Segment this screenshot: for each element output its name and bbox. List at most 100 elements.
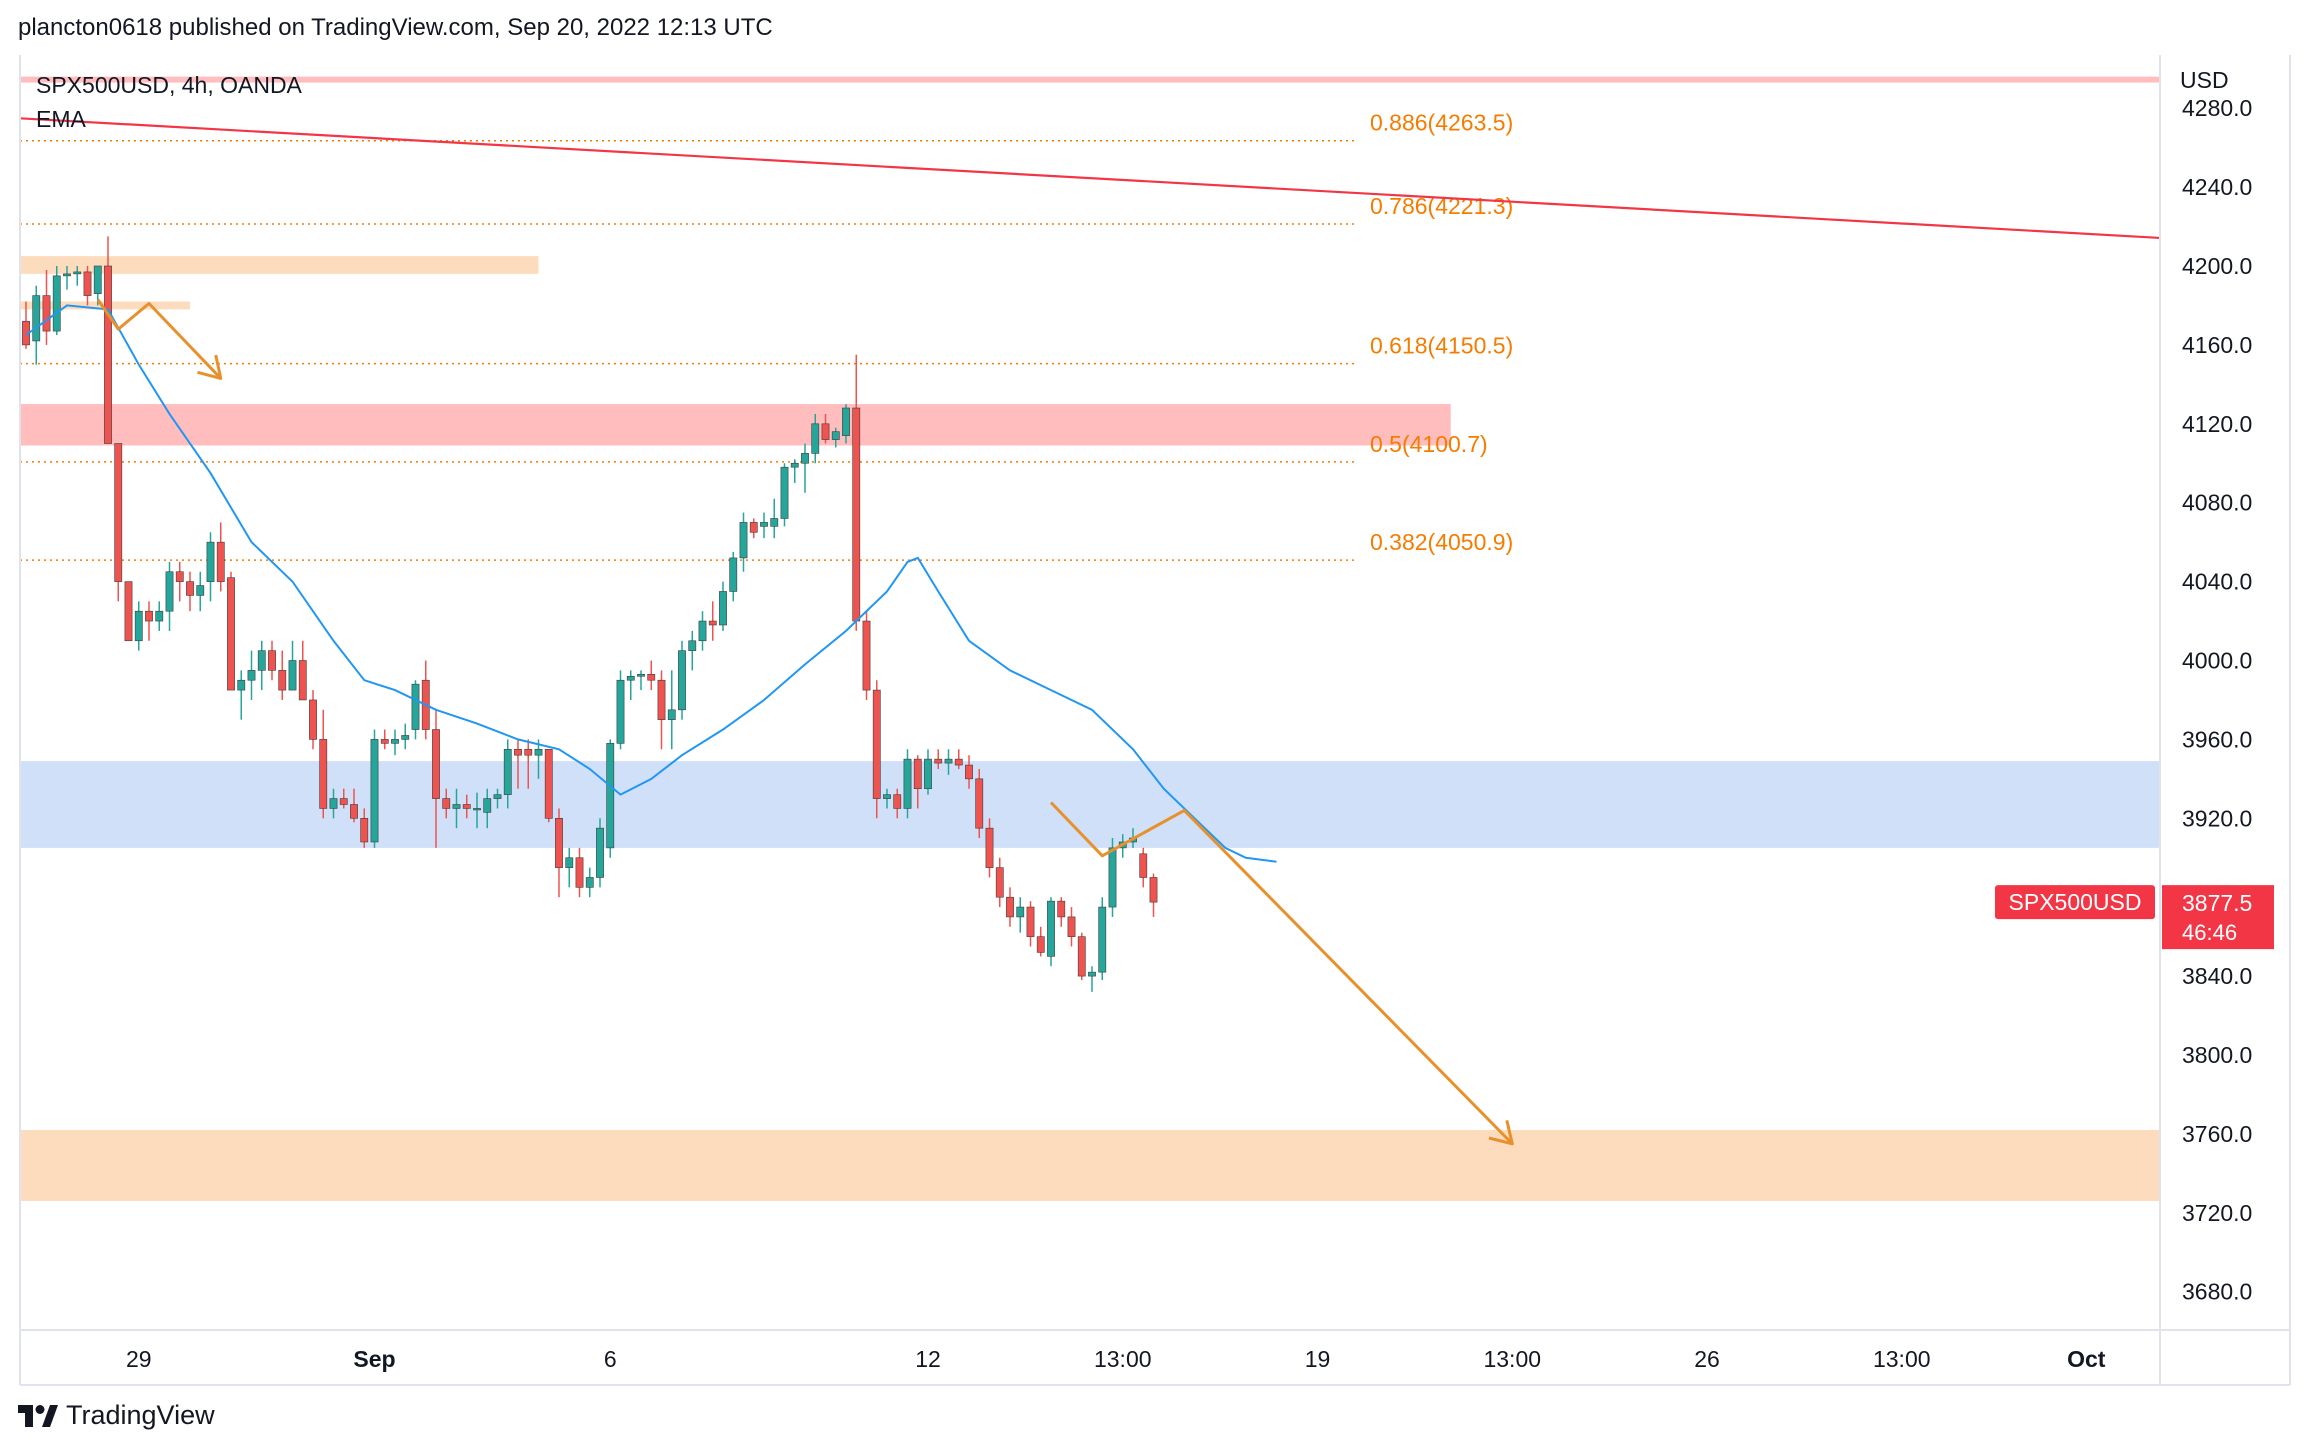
candle-98[interactable] bbox=[1026, 901, 1035, 947]
candle-73[interactable] bbox=[770, 498, 779, 539]
candle-72[interactable] bbox=[760, 512, 768, 539]
candle-94[interactable] bbox=[985, 818, 994, 878]
candle-63[interactable] bbox=[667, 670, 676, 750]
candle-46[interactable] bbox=[493, 788, 502, 809]
candle-51[interactable] bbox=[544, 748, 553, 823]
candle-34[interactable] bbox=[370, 729, 379, 848]
candle-36[interactable] bbox=[391, 729, 399, 756]
candle-85[interactable] bbox=[893, 788, 902, 819]
candle-7[interactable] bbox=[93, 265, 102, 306]
tradingview-logo[interactable]: TradingView bbox=[18, 1400, 215, 1431]
candle-81[interactable] bbox=[852, 354, 861, 631]
candle-1[interactable] bbox=[32, 285, 41, 365]
candle-55[interactable] bbox=[585, 867, 594, 898]
candle-5[interactable] bbox=[73, 266, 82, 286]
candle-10[interactable] bbox=[124, 581, 133, 642]
candle-42[interactable] bbox=[452, 788, 461, 829]
zone-1[interactable] bbox=[16, 256, 539, 274]
candle-61[interactable] bbox=[647, 660, 656, 691]
candle-86[interactable] bbox=[903, 749, 912, 819]
candle-23[interactable] bbox=[257, 640, 266, 691]
candle-60[interactable] bbox=[637, 670, 645, 691]
candle-76[interactable] bbox=[801, 443, 809, 493]
candle-91[interactable] bbox=[954, 749, 963, 769]
candle-21[interactable] bbox=[237, 670, 246, 720]
candle-52[interactable] bbox=[555, 808, 563, 898]
candle-31[interactable] bbox=[339, 788, 348, 809]
candle-97[interactable] bbox=[1016, 897, 1025, 933]
candle-40[interactable] bbox=[432, 709, 440, 848]
candle-59[interactable] bbox=[626, 670, 635, 700]
candle-102[interactable] bbox=[1067, 907, 1076, 947]
candle-75[interactable] bbox=[790, 459, 799, 483]
candle-48[interactable] bbox=[514, 739, 522, 789]
candle-16[interactable] bbox=[186, 571, 194, 612]
candle-79[interactable] bbox=[831, 427, 840, 448]
candle-28[interactable] bbox=[309, 690, 317, 750]
zone-3[interactable] bbox=[16, 404, 1451, 446]
candle-74[interactable] bbox=[780, 463, 789, 527]
candle-11[interactable] bbox=[134, 601, 143, 651]
candle-27[interactable] bbox=[298, 640, 307, 701]
candle-57[interactable] bbox=[606, 739, 615, 858]
candle-54[interactable] bbox=[575, 847, 584, 898]
candle-26[interactable] bbox=[288, 640, 297, 691]
candle-64[interactable] bbox=[678, 640, 686, 720]
candle-101[interactable] bbox=[1057, 897, 1066, 927]
candle-29[interactable] bbox=[319, 709, 328, 819]
candle-17[interactable] bbox=[196, 571, 205, 612]
candle-24[interactable] bbox=[268, 640, 276, 681]
candle-41[interactable] bbox=[442, 788, 451, 819]
candle-109[interactable] bbox=[1139, 847, 1148, 888]
candle-56[interactable] bbox=[596, 818, 604, 888]
candle-71[interactable] bbox=[749, 518, 758, 539]
zone-0[interactable] bbox=[16, 76, 2160, 83]
projection-arrow-1[interactable] bbox=[1049, 801, 1514, 1146]
candle-70[interactable] bbox=[739, 512, 748, 572]
candle-99[interactable] bbox=[1036, 926, 1045, 957]
candle-95[interactable] bbox=[995, 857, 1004, 908]
candle-30[interactable] bbox=[329, 788, 338, 819]
candle-13[interactable] bbox=[155, 601, 164, 631]
candle-100[interactable] bbox=[1047, 897, 1055, 967]
candle-38[interactable] bbox=[411, 680, 420, 740]
candle-83[interactable] bbox=[872, 680, 881, 819]
candle-78[interactable] bbox=[821, 413, 830, 444]
candle-93[interactable] bbox=[975, 768, 984, 839]
candle-68[interactable] bbox=[719, 581, 727, 631]
candle-37[interactable] bbox=[401, 723, 410, 750]
candle-18[interactable] bbox=[206, 532, 215, 602]
candle-58[interactable] bbox=[616, 670, 625, 750]
candle-104[interactable] bbox=[1088, 966, 1096, 992]
candle-9[interactable] bbox=[114, 443, 123, 602]
projection-arrow-0[interactable] bbox=[96, 298, 223, 380]
candle-20[interactable] bbox=[227, 571, 235, 691]
candle-77[interactable] bbox=[811, 413, 820, 464]
candle-45[interactable] bbox=[483, 788, 492, 829]
candle-39[interactable] bbox=[421, 660, 430, 740]
candle-62[interactable] bbox=[657, 670, 666, 750]
candle-80[interactable] bbox=[842, 404, 850, 444]
candle-33[interactable] bbox=[360, 808, 369, 848]
candle-44[interactable] bbox=[473, 792, 481, 829]
candle-53[interactable] bbox=[565, 847, 574, 888]
candle-69[interactable] bbox=[729, 552, 738, 602]
candle-84[interactable] bbox=[883, 788, 891, 809]
candle-92[interactable] bbox=[965, 755, 973, 789]
candle-105[interactable] bbox=[1098, 897, 1107, 981]
zone-5[interactable] bbox=[16, 1129, 2160, 1201]
candle-50[interactable] bbox=[534, 739, 543, 779]
candle-22[interactable] bbox=[247, 650, 256, 700]
resistance-trendline[interactable] bbox=[16, 117, 2304, 256]
ema-legend[interactable]: EMA bbox=[36, 106, 86, 132]
candle-14[interactable] bbox=[165, 561, 174, 631]
candle-3[interactable] bbox=[52, 266, 61, 336]
candle-82[interactable] bbox=[862, 611, 871, 700]
candle-43[interactable] bbox=[462, 794, 471, 819]
candle-15[interactable] bbox=[175, 561, 184, 602]
candle-12[interactable] bbox=[145, 601, 153, 641]
candle-66[interactable] bbox=[698, 611, 707, 651]
candle-2[interactable] bbox=[42, 269, 51, 345]
candle-8[interactable] bbox=[104, 236, 112, 444]
